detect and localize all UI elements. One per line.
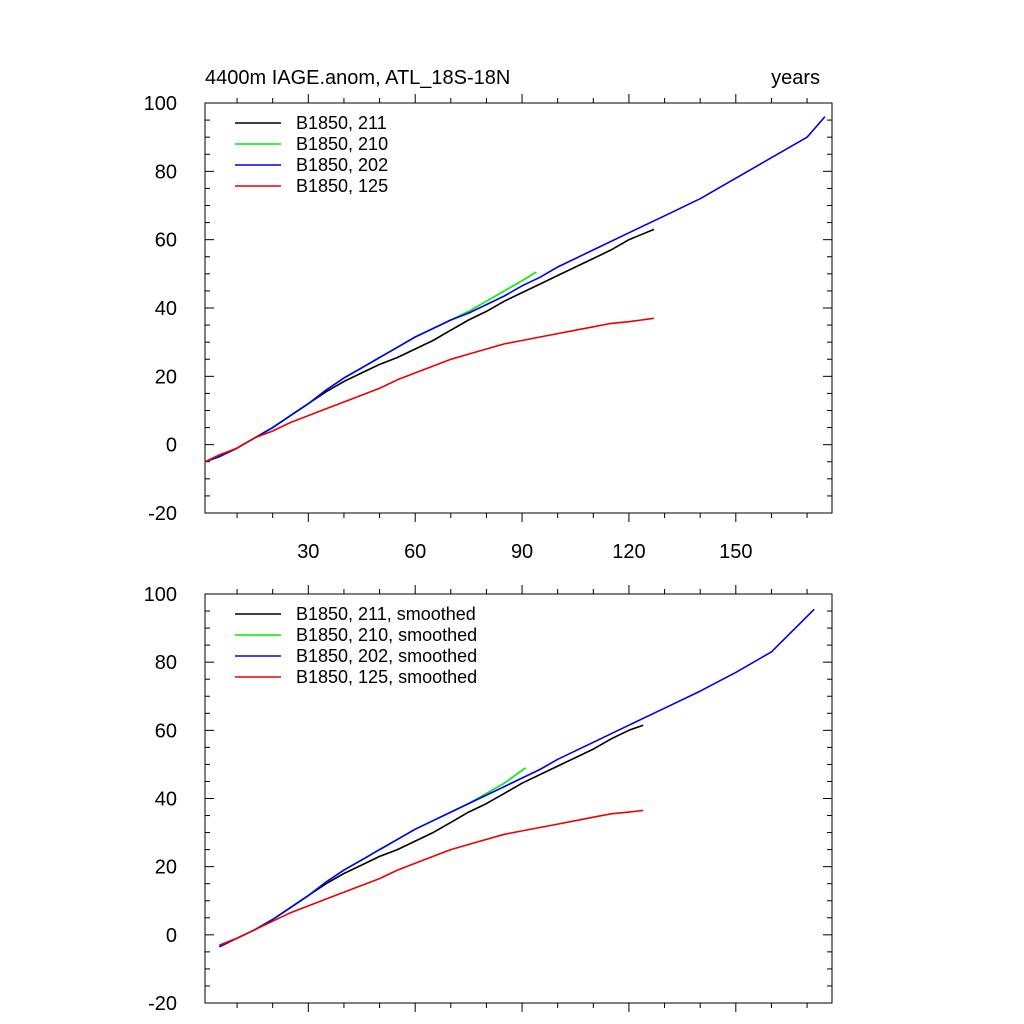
bottom-legend-label-1: B1850, 211, smoothed [296, 604, 476, 624]
top-series [204, 116, 826, 463]
bottom-y-tick-label: 0 [166, 925, 177, 947]
bottom-y-tick-labels: -20 0 20 40 60 80 100 [144, 584, 177, 1015]
top-series-line-4 [204, 317, 655, 463]
top-x-tick-labels: 30 60 90 120 150 [297, 541, 752, 563]
chart-title: 4400m IAGE.anom, ATL_18S-18N [205, 67, 510, 89]
top-y-tick-label: 0 [166, 435, 177, 457]
top-legend-label-4: B1850, 125 [296, 176, 388, 196]
bottom-y-tick-label: -20 [148, 993, 177, 1015]
top-series-line-2 [204, 271, 537, 463]
top-legend-label-3: B1850, 202 [296, 155, 388, 175]
bottom-legend-label-4: B1850, 125, smoothed [296, 667, 477, 687]
top-y-tick-label: 40 [155, 298, 177, 320]
bottom-y-tick-label: 40 [155, 789, 177, 811]
top-y-tick-label: 60 [155, 230, 177, 252]
bottom-legend-label-3: B1850, 202, smoothed [296, 646, 477, 666]
top-y-tick-label: -20 [148, 503, 177, 525]
top-y-tick-label: 100 [144, 93, 177, 115]
top-x-tick-label: 120 [612, 541, 645, 563]
top-y-tick-label: 20 [155, 366, 177, 388]
bottom-series-line-2 [218, 767, 527, 948]
top-series-line-3 [204, 116, 826, 463]
bottom-series [218, 608, 815, 948]
bottom-y-tick-label: 100 [144, 584, 177, 606]
top-legend-label-1: B1850, 211 [296, 113, 387, 133]
bottom-legend-label-2: B1850, 210, smoothed [296, 625, 477, 645]
top-y-tick-labels: -20 0 20 40 60 80 100 [144, 93, 177, 525]
top-x-tick-label: 150 [719, 541, 752, 563]
chart-units-label: years [771, 67, 820, 89]
bottom-y-tick-label: 60 [155, 720, 177, 742]
bottom-y-tick-label: 80 [155, 652, 177, 674]
top-axis-ticks [205, 94, 832, 522]
bottom-series-line-3 [218, 608, 815, 948]
top-legend-label-2: B1850, 210 [296, 134, 388, 154]
top-x-tick-label: 60 [404, 541, 426, 563]
bottom-axis-ticks [205, 585, 832, 1012]
top-y-tick-label: 80 [155, 161, 177, 183]
bottom-series-line-4 [219, 809, 644, 946]
top-x-tick-label: 30 [297, 541, 319, 563]
top-x-tick-label: 90 [511, 541, 533, 563]
bottom-y-tick-label: 20 [155, 857, 177, 879]
